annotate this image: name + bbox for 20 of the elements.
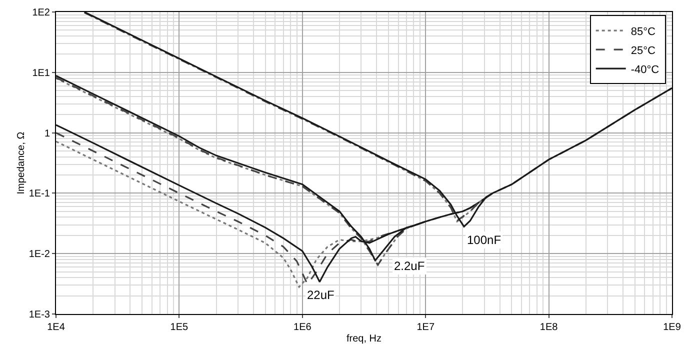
x-tick-label: 1E4 [47, 322, 66, 333]
y-tick-label: 1E-3 [28, 310, 50, 320]
legend-label: -40°C [630, 64, 660, 76]
y-tick-label: 1E-1 [28, 188, 50, 200]
x-tick-label: 1E5 [170, 322, 189, 333]
annotation: 100nF [467, 233, 502, 247]
x-tick-label: 1E6 [294, 322, 312, 333]
y-tick-label: 1E2 [32, 8, 50, 18]
x-tick-label: 1E8 [540, 322, 558, 333]
legend-label: 85°C [630, 26, 656, 38]
annotation: 2.2uF [394, 259, 425, 273]
x-tick-label: 1E7 [416, 322, 435, 333]
legend-label: 25°C [630, 44, 656, 57]
x-tick-label: 1E9 [663, 322, 682, 333]
y-axis-title: Impedance, Ω [16, 131, 27, 194]
y-tick-label: 1E1 [32, 68, 50, 79]
annotation: 22uF [307, 288, 334, 302]
x-axis-title: freq, Hz [346, 334, 382, 344]
y-tick-label: 1E-2 [28, 249, 50, 260]
y-tick-label: 1 [44, 128, 50, 140]
